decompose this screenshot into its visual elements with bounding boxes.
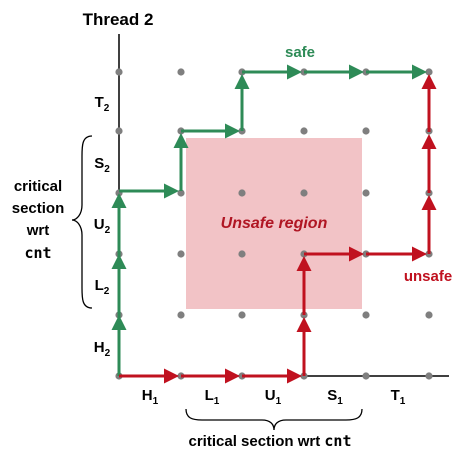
y-label-L2: L2 [95, 277, 110, 297]
unsafe-region-label: Unsafe region [221, 215, 328, 232]
grid-dot [362, 372, 370, 380]
grid-dot [238, 189, 246, 197]
grid-dot [362, 189, 370, 197]
grid-dot [238, 250, 246, 258]
grid-dot [362, 127, 370, 135]
thread2-axis-title: Thread 2 [83, 10, 154, 29]
grid-dot [115, 68, 123, 76]
left-brace-code: cnt [24, 244, 51, 262]
y-label-U2: U2 [94, 216, 111, 236]
grid-dot [177, 68, 185, 76]
x-label-L1: L1 [205, 387, 220, 407]
x-segment-labels: H1 L1 U1 S1 T1 [142, 387, 406, 407]
bottom-brace-label: critical section wrt cnt [189, 432, 352, 450]
grid-dot [425, 311, 433, 319]
safe-label: safe [285, 44, 315, 61]
grid-dot [238, 311, 246, 319]
unsafe-trajectory [119, 74, 437, 384]
grid-dot [425, 372, 433, 380]
y-label-S2: S2 [94, 155, 110, 175]
bottom-brace [185, 408, 363, 431]
grid-dot [177, 311, 185, 319]
y-label-T2: T2 [95, 94, 110, 114]
grid-dot [300, 189, 308, 197]
x-label-T1: T1 [391, 387, 406, 407]
grid-dot [177, 250, 185, 258]
grid-dot [115, 127, 123, 135]
x-label-U1: U1 [265, 387, 282, 407]
y-segment-labels: H2 L2 U2 S2 T2 [94, 94, 111, 359]
left-brace-label: critical section wrt cnt [12, 178, 65, 262]
x-label-S1: S1 [327, 387, 343, 407]
left-brace-line2: section [12, 200, 65, 217]
y-label-H2: H2 [94, 339, 111, 359]
grid-dot [425, 68, 433, 76]
grid-dot [300, 127, 308, 135]
unsafe-label: unsafe [404, 268, 452, 285]
safe-trajectory [111, 64, 427, 376]
grid-dot [177, 189, 185, 197]
left-brace [71, 135, 93, 309]
left-brace-line1: critical [14, 178, 62, 195]
unsafe-region [186, 138, 362, 309]
x-label-H1: H1 [142, 387, 159, 407]
grid-dot [362, 311, 370, 319]
left-brace-line3: wrt [26, 222, 50, 239]
